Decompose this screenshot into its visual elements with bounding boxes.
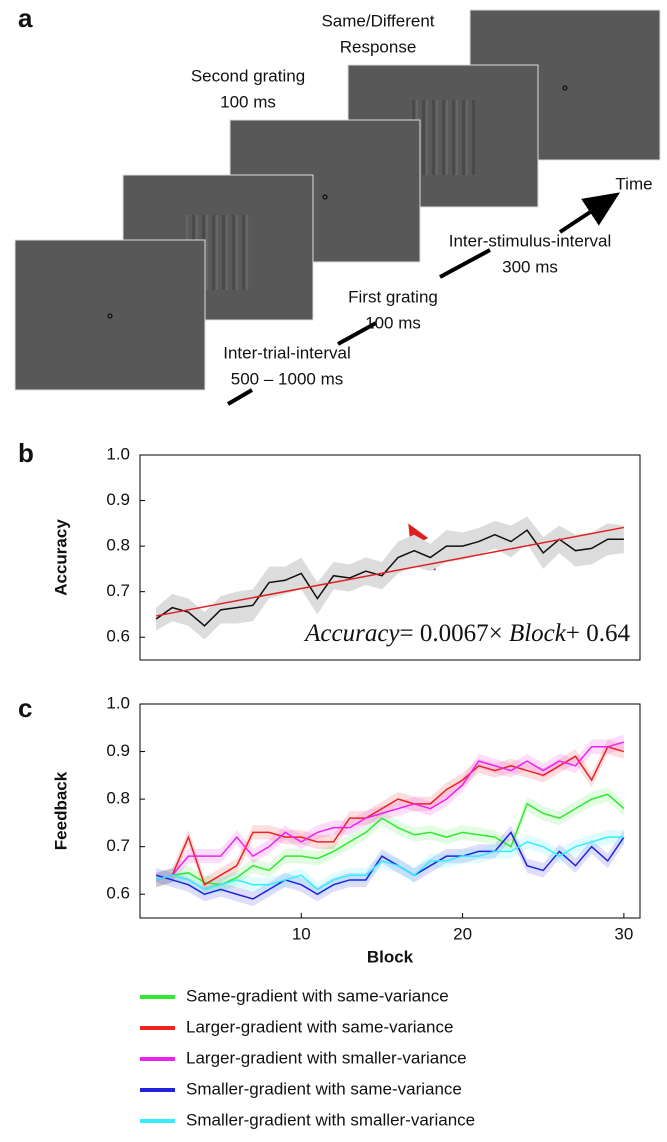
y-tick-label: 0.8 (106, 789, 130, 808)
step-labels: Same/Different Response Second grating 1… (191, 11, 653, 388)
fixation (322, 194, 328, 200)
annotation-part: = 0.0067× (400, 620, 509, 647)
screens (14, 9, 661, 391)
grating (410, 100, 475, 175)
fixation (562, 85, 568, 91)
series-line (155, 529, 624, 627)
legend-label: Smaller-gradient with same-variance (186, 1079, 462, 1098)
x-tick-label: 30 (614, 924, 633, 943)
x-axis-label: Block (367, 947, 414, 966)
step-text: 100 ms (365, 313, 421, 332)
series-line (155, 741, 625, 881)
y-tick-label: 1.0 (106, 444, 130, 463)
series-line (155, 831, 625, 900)
annotation-part: + 0.64 (566, 620, 631, 647)
panel-label: a (18, 3, 33, 33)
legend-label: Larger-gradient with same-variance (186, 1017, 453, 1036)
panel-label: c (18, 693, 32, 723)
fixation (107, 313, 113, 319)
error-band (156, 787, 624, 892)
y-axis-label: Feedback (51, 771, 70, 850)
series-line (155, 745, 625, 886)
legend-label: Same-gradient with same-variance (186, 986, 449, 1005)
screen (14, 239, 206, 391)
fit-line (155, 526, 625, 617)
series-line (155, 793, 625, 886)
error-band (156, 825, 624, 907)
y-axis-label: Accuracy (51, 519, 70, 596)
legend-label: Larger-gradient with smaller-variance (186, 1048, 467, 1067)
error-band (156, 739, 624, 892)
annotation-part: Accuracy (303, 620, 400, 647)
y-tick-label: 0.9 (106, 490, 130, 509)
step-text: Same/Different (321, 11, 434, 30)
y-tick-label: 0.6 (106, 884, 130, 903)
step-text: Response (340, 37, 417, 56)
y-tick-label: 0.8 (106, 536, 130, 555)
step-text: Inter-trial-interval (223, 343, 351, 362)
step-text: 500 – 1000 ms (231, 369, 343, 388)
y-tick-label: 0.6 (106, 627, 130, 646)
step-text: 100 ms (220, 92, 276, 111)
arrow-segment (226, 388, 254, 406)
time-arrow (226, 192, 621, 406)
step-text: Inter-stimulus-interval (449, 231, 612, 250)
step-text: First grating (348, 287, 438, 306)
step-text: Second grating (191, 66, 305, 85)
annotation: Accuracy= 0.0067× Block+ 0.64 (303, 620, 630, 647)
y-tick-label: 1.0 (106, 693, 130, 712)
y-tick-label: 0.9 (106, 741, 130, 760)
y-tick-label: 0.7 (106, 836, 130, 855)
arrow-segment (558, 192, 621, 234)
x-tick-label: 20 (453, 924, 472, 943)
series-line (155, 836, 624, 891)
step-text: 300 ms (502, 257, 558, 276)
annotation-part: Block (509, 620, 567, 647)
panel-label: b (18, 438, 34, 468)
x-tick-label: 10 (292, 924, 311, 943)
arrow-segment (439, 248, 491, 279)
legend-label: Smaller-gradient with smaller-variance (186, 1110, 475, 1129)
error-band (156, 516, 624, 640)
plot-frame (139, 703, 641, 919)
time-label: Time (615, 174, 652, 193)
arrow-segment (337, 321, 377, 346)
y-tick-label: 0.7 (106, 581, 130, 600)
plot-frame (139, 454, 641, 661)
